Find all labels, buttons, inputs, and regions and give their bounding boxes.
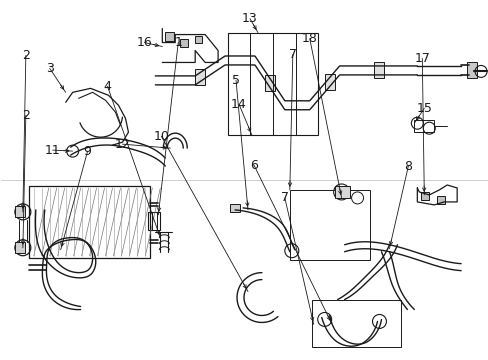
Text: 4: 4	[103, 80, 111, 93]
Bar	[466, 62, 476, 78]
Text: 7: 7	[280, 192, 288, 204]
Bar	[15, 242, 25, 253]
Text: 10: 10	[153, 130, 169, 143]
Bar	[374, 62, 384, 78]
Bar	[15, 206, 25, 217]
Text: 5: 5	[232, 74, 240, 87]
Bar	[165, 32, 174, 41]
Text: 7: 7	[288, 48, 296, 61]
Bar	[421, 192, 428, 200]
Bar	[264, 75, 274, 91]
Bar	[311, 300, 401, 347]
Bar	[436, 196, 444, 204]
Bar	[227, 32, 317, 135]
Bar	[180, 39, 188, 46]
Bar	[195, 69, 205, 85]
Text: 18: 18	[301, 32, 317, 45]
Text: 17: 17	[413, 52, 429, 65]
Text: 3: 3	[46, 62, 54, 75]
Bar	[29, 186, 150, 258]
Bar	[229, 204, 240, 212]
Text: 15: 15	[415, 102, 431, 115]
Text: 12: 12	[114, 138, 130, 150]
Bar	[148, 212, 160, 230]
Text: 11: 11	[45, 144, 61, 157]
Text: 14: 14	[231, 98, 246, 111]
Text: 13: 13	[242, 12, 257, 25]
Bar	[413, 120, 433, 132]
Text: 1: 1	[174, 36, 182, 49]
Text: 9: 9	[83, 145, 91, 158]
Text: 16: 16	[136, 36, 152, 49]
Text: 8: 8	[404, 159, 411, 172]
Bar	[289, 190, 369, 260]
Bar	[334, 186, 349, 198]
Text: 6: 6	[249, 158, 257, 172]
Text: 2: 2	[22, 109, 30, 122]
Text: 2: 2	[22, 49, 30, 62]
Bar	[324, 74, 334, 90]
Bar	[195, 36, 202, 42]
